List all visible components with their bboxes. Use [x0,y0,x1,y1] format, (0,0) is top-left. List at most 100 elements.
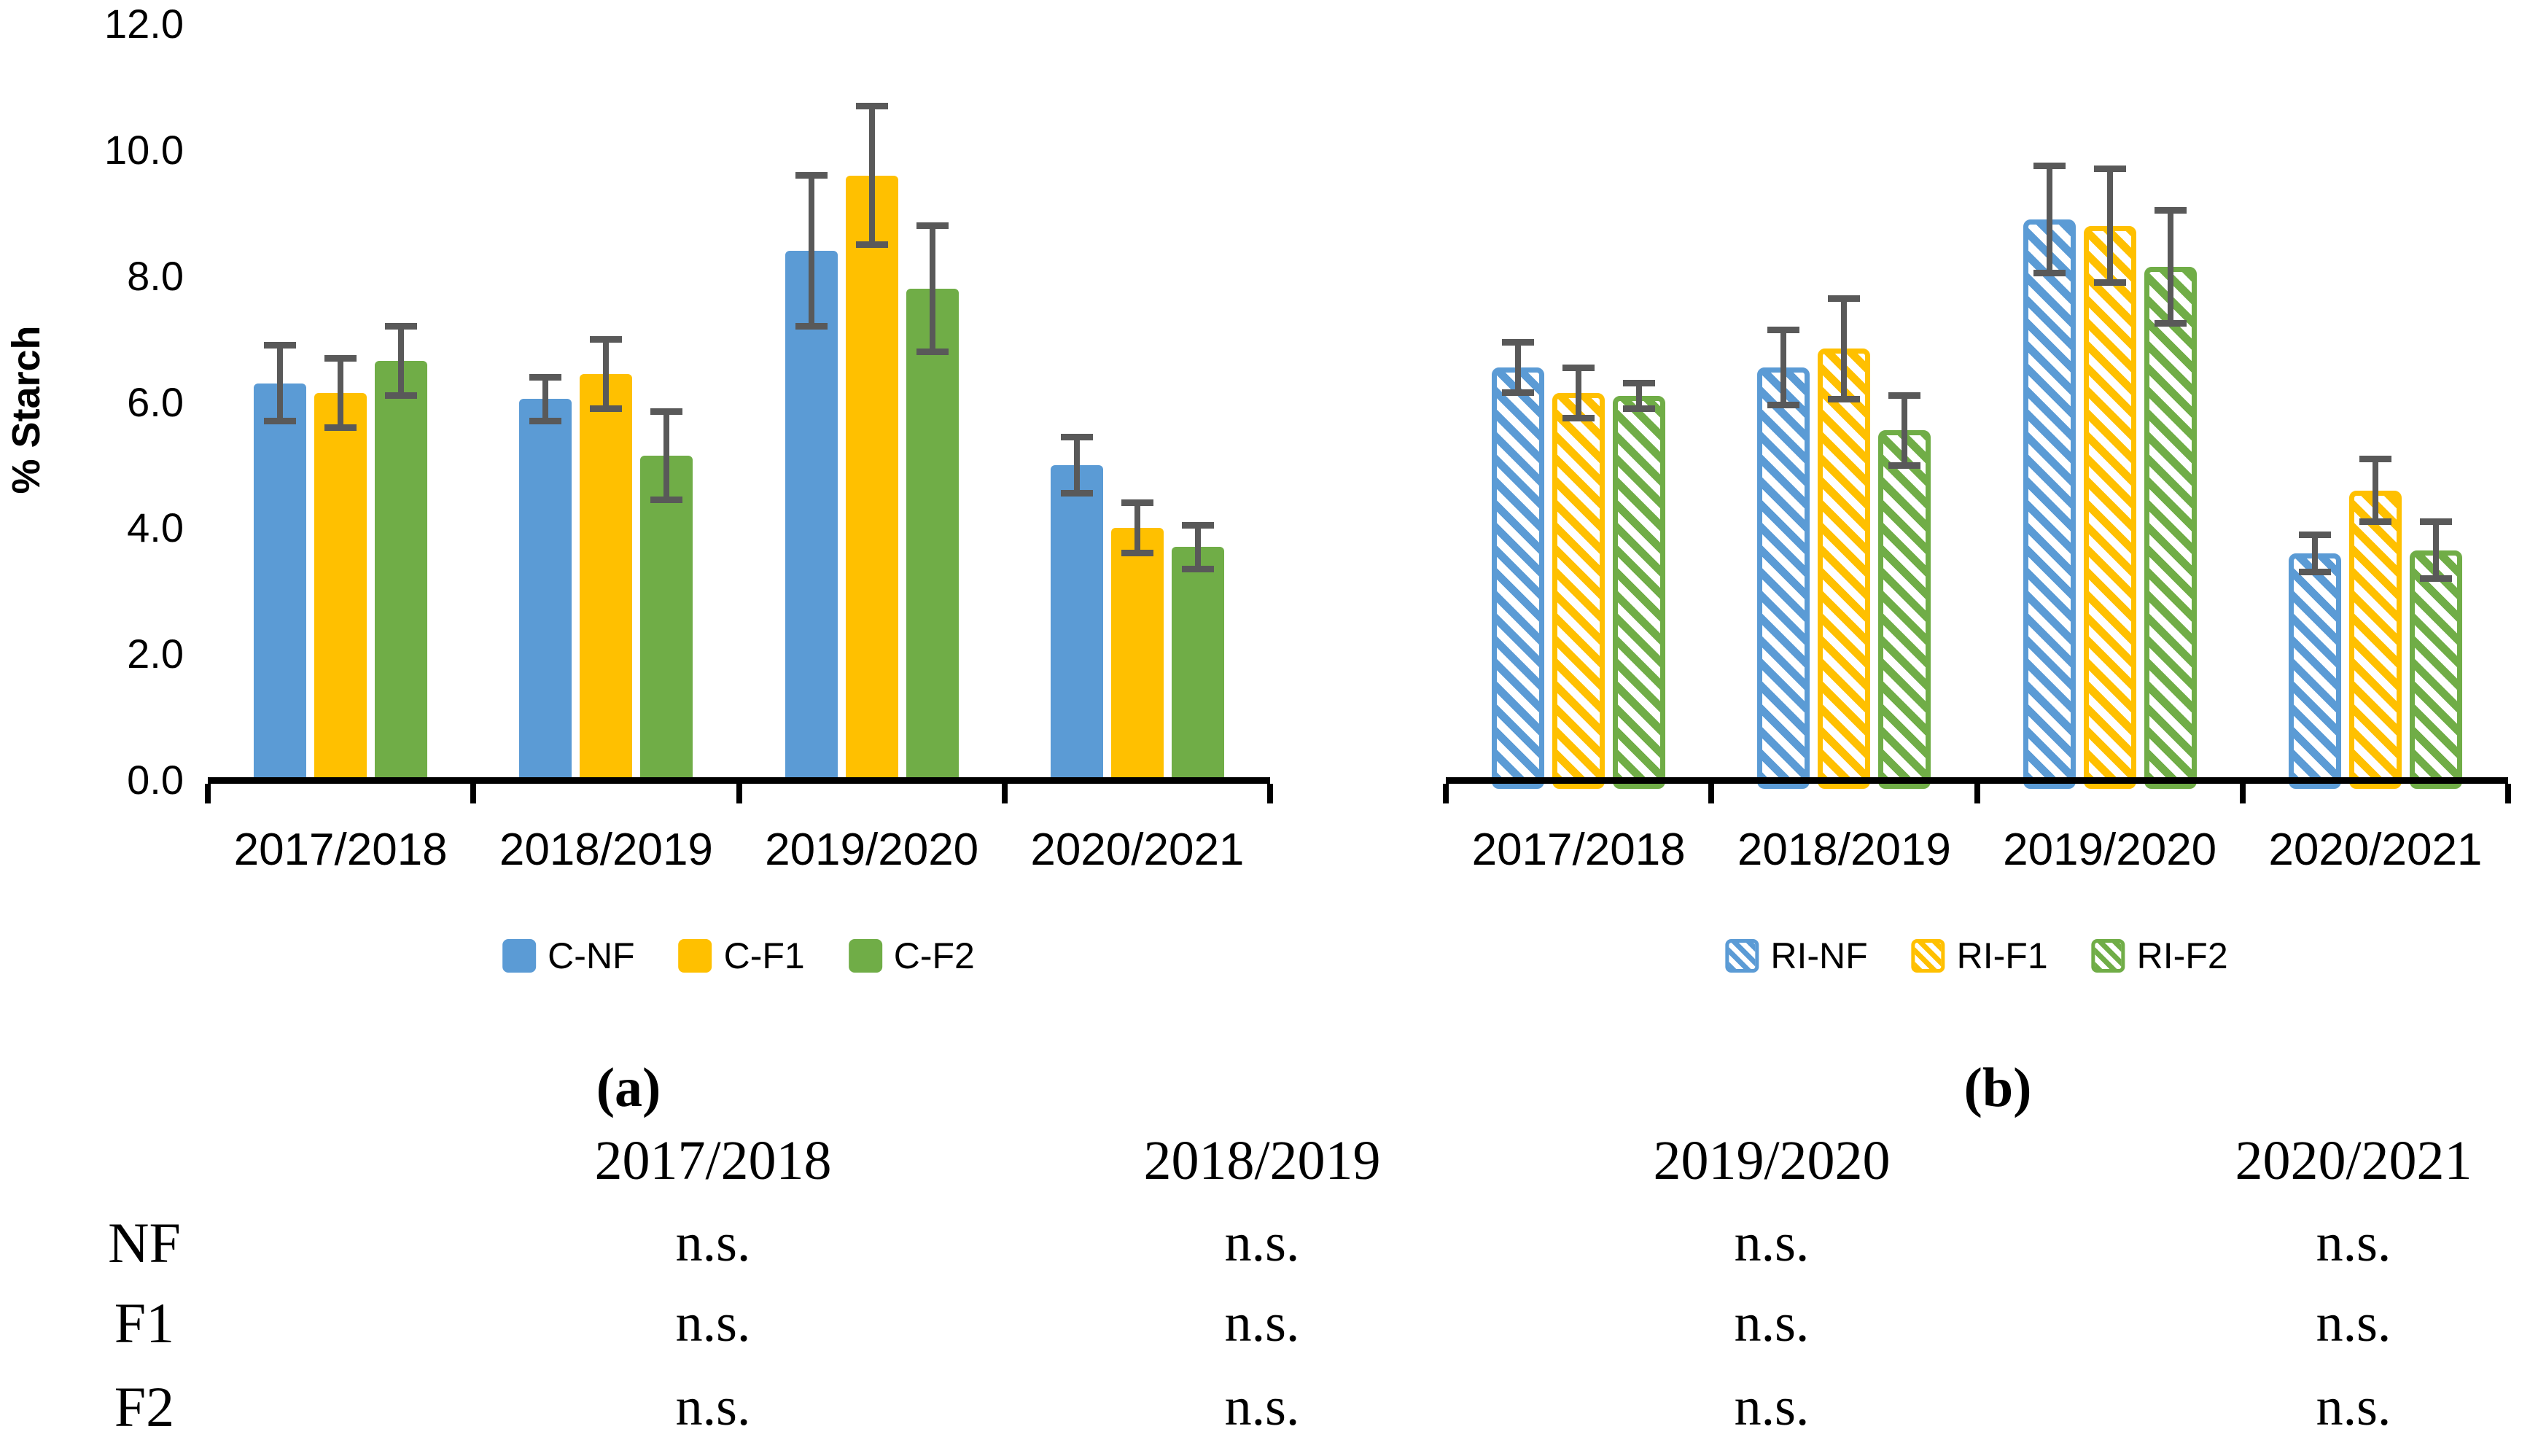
legend-item-C-F1: C-F1 [678,935,805,976]
legend-swatch-RI-NF [1725,939,1759,973]
bar-C-NF-2020/2021 [1050,465,1103,782]
legend-item-RI-NF: RI-NF [1725,935,1868,976]
error-bar-cap-top [1181,521,1214,529]
error-bar-cap-bottom [1562,414,1595,421]
error-bar-cap-bottom [1181,566,1214,573]
error-bar-cap-bottom [324,424,357,431]
y-axis-tick-label: 0.0 [127,757,184,803]
error-bar-whisker [338,358,344,428]
bar-C-F2-2017/2018 [375,361,428,782]
error-bar-whisker [1134,502,1140,553]
error-bar-cap-bottom [529,418,562,425]
bar-RI-F1-2019/2020 [2083,225,2136,789]
table-cell-NF-2020/2021: n.s. [2316,1213,2391,1273]
error-bar-cap-top [916,222,949,230]
error-bar-whisker [868,106,875,245]
error-bar-cap-bottom [1623,405,1656,412]
table-cell-NF-2019/2020: n.s. [1734,1213,1810,1273]
bar-RI-F1-2018/2019 [1818,349,1871,789]
bar-RI-F2-2019/2020 [2144,266,2197,789]
error-bar-cap-bottom [2154,320,2187,327]
x-axis-tick [470,784,477,803]
table-column-header: 2018/2019 [1143,1130,1381,1191]
x-axis-category-label: 2020/2021 [1030,825,1245,875]
table-cell-F2-2020/2021: n.s. [2316,1377,2391,1437]
x-axis-category-label: 2018/2019 [499,825,713,875]
x-axis-tick [1267,784,1273,803]
legend-a: C-NF C-F1 C-F2 [502,938,975,974]
legend-label-C-F2: C-F2 [893,935,975,976]
table-cell-NF-2017/2018: n.s. [675,1213,751,1273]
legend-label-RI-NF: RI-NF [1770,935,1868,976]
bar-RI-F1-2017/2018 [1552,392,1605,789]
legend-label-C-F1: C-F1 [723,935,805,976]
error-bar-cap-top [1888,392,1921,400]
error-bar-whisker [2432,521,2439,579]
x-axis-category-label: 2019/2020 [765,825,979,875]
bar-C-F2-2019/2020 [906,289,959,782]
error-bar-cap-bottom [650,497,683,504]
error-bar-cap-bottom [590,405,623,412]
error-bar-cap-bottom [1502,389,1535,397]
error-bar-whisker [1780,330,1787,405]
error-bar-cap-top [324,354,357,362]
panel-caption-b: (b) [1963,1057,2032,1118]
table-cell-NF-2018/2019: n.s. [1224,1213,1300,1273]
bar-RI-NF-2020/2021 [2288,553,2341,789]
error-bar-cap-bottom [1060,490,1093,497]
x-axis-category-label: 2017/2018 [1471,825,1686,875]
y-axis-tick-label: 6.0 [127,378,184,425]
legend-item-RI-F2: RI-F2 [2091,938,2228,974]
table-column-header: 2020/2021 [2235,1130,2472,1191]
error-bar-whisker [398,326,405,396]
table-column-header: 2019/2020 [1653,1130,1891,1191]
legend-swatch-C-F1 [678,939,712,973]
error-bar-whisker [1576,367,1582,418]
error-bar-cap-top [2419,518,2452,526]
error-bar-cap-bottom [855,241,888,249]
error-bar-cap-top [529,373,562,381]
error-bar-cap-top [650,408,683,416]
error-bar-cap-bottom [1767,402,1800,409]
table-cell-F1-2020/2021: n.s. [2316,1293,2391,1353]
x-axis-tick [1001,784,1008,803]
y-axis-tick-label: 12.0 [104,1,184,47]
error-bar-cap-bottom [1121,550,1153,557]
table-row-label-F1: F1 [114,1291,175,1355]
error-bar-cap-top [2359,455,2391,462]
x-axis-tick [2505,784,2511,803]
error-bar-whisker [2046,166,2052,273]
error-bar-cap-bottom [385,392,418,400]
table-cell-F1-2017/2018: n.s. [675,1293,751,1353]
bar-RI-NF-2018/2019 [1757,367,1810,789]
error-bar-whisker [2311,534,2318,572]
error-bar-whisker [1073,437,1080,494]
bar-C-F1-2019/2020 [845,175,898,782]
error-bar-whisker [277,345,284,421]
legend-b: RI-NF RI-F1 RI-F2 [1725,935,2228,976]
error-bar-cap-top [1060,433,1093,440]
error-bar-cap-bottom [795,323,828,330]
error-bar-cap-top [1623,380,1656,387]
bar-RI-F1-2020/2021 [2348,490,2402,789]
bar-C-F2-2018/2019 [640,456,693,782]
error-bar-cap-bottom [2298,569,2331,576]
x-axis-tick [736,784,742,803]
error-bar-cap-top [795,172,828,179]
error-bar-cap-bottom [2033,269,2066,276]
error-bar-cap-bottom [1828,395,1861,402]
y-axis-tick-label: 8.0 [127,252,184,299]
error-bar-whisker [929,225,935,352]
panel-caption-a: (a) [596,1057,661,1118]
error-bar-cap-bottom [264,418,297,425]
table-cell-F2-2017/2018: n.s. [675,1377,751,1437]
bar-RI-F2-2018/2019 [1878,430,1931,789]
error-bar-cap-bottom [2093,279,2126,286]
x-axis-tick [1443,784,1449,803]
legend-item-C-NF: C-NF [502,938,635,974]
error-bar-cap-top [264,342,297,349]
error-bar-cap-top [855,103,888,110]
table-cell-F2-2018/2019: n.s. [1224,1377,1300,1437]
error-bar-whisker [1841,298,1848,400]
